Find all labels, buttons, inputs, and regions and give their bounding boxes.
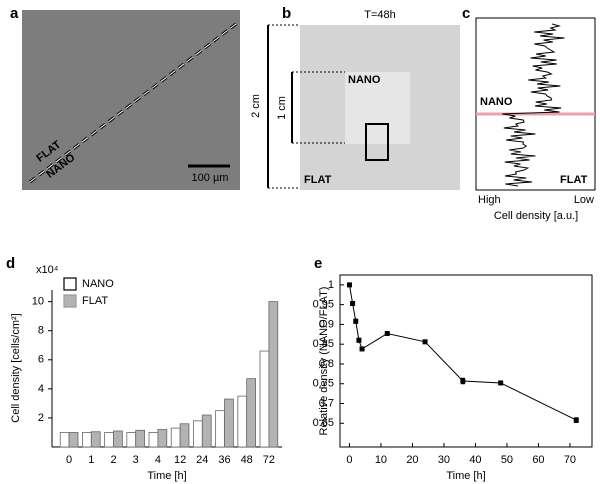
panel-label: d: [6, 255, 15, 272]
data-line: [348, 284, 577, 421]
bar: [268, 301, 279, 448]
bar: [68, 432, 79, 448]
x-tick-label: 10: [375, 454, 387, 466]
scale-label: 100 µm: [192, 172, 229, 184]
bar: [246, 378, 256, 448]
profile-frame: [475, 17, 596, 191]
y-tick-label: 0.9: [319, 318, 334, 330]
y-tick-label: 1: [328, 279, 334, 291]
x-axis-label: Time [h]: [147, 470, 186, 482]
bar: [179, 423, 190, 448]
y-tick-label: 0.75: [313, 378, 334, 390]
bar: [193, 420, 203, 448]
y-tick-label: 2: [38, 412, 44, 424]
y-tick-label: 4: [38, 383, 44, 395]
region-label: NANO: [348, 74, 381, 86]
x-tick-label: 60: [532, 454, 544, 466]
x-tick-label: 70: [564, 454, 576, 466]
data-point: [460, 378, 466, 384]
bar: [82, 432, 92, 448]
bar: [59, 432, 70, 448]
legend-swatch: [63, 277, 77, 291]
bar: [201, 414, 212, 448]
time-label: T=48h: [364, 9, 396, 21]
axis-end-label: Low: [574, 194, 594, 206]
x-tick-label: 36: [218, 454, 230, 466]
bar: [170, 427, 181, 448]
y-tick-label: 0.8: [319, 358, 334, 370]
x-tick-label: 30: [438, 454, 450, 466]
y-tick-label: 0.65: [313, 417, 334, 429]
panel-label: b: [282, 5, 291, 22]
x-tick-label: 3: [133, 454, 139, 466]
bar: [215, 410, 225, 448]
x-tick-label: 24: [196, 454, 208, 466]
y-tick-label: 6: [38, 354, 44, 366]
panel-label: c: [462, 5, 470, 22]
data-point: [359, 346, 365, 352]
x-tick-label: 48: [241, 454, 253, 466]
y-tick-label: 0.85: [313, 338, 334, 350]
plot-frame: [339, 274, 593, 448]
x-tick-label: 0: [66, 454, 72, 466]
data-point: [346, 282, 352, 288]
x-tick-label: 12: [174, 454, 186, 466]
y-tick-label: 0.7: [319, 397, 334, 409]
dimension-label: 2 cm: [250, 94, 262, 118]
axis-multiplier: x10⁴: [36, 264, 59, 276]
panel-label: a: [10, 5, 19, 22]
x-tick-label: 4: [155, 454, 161, 466]
y-tick-label: 0.95: [313, 299, 334, 311]
data-point: [422, 339, 428, 345]
bar: [237, 395, 248, 448]
roi: [365, 123, 389, 161]
y-axis-label: Relative density (NANO/FLAT): [318, 287, 330, 436]
density-trace: [502, 23, 565, 187]
bar: [126, 432, 137, 448]
bar: [135, 429, 145, 448]
bar: [104, 432, 114, 448]
bar: [90, 431, 101, 448]
y-tick-label: 10: [32, 296, 44, 308]
bar: [113, 430, 123, 448]
x-tick-label: 0: [346, 454, 352, 466]
axis-label: Cell density [a.u.]: [494, 210, 578, 222]
dimension-label: 1 cm: [276, 96, 288, 120]
data-point: [498, 380, 504, 386]
legend-label: FLAT: [82, 295, 108, 307]
bar: [148, 432, 159, 448]
data-point: [350, 300, 356, 306]
nano-region: [345, 72, 410, 144]
legend-label: NANO: [82, 278, 114, 290]
bar: [259, 350, 270, 448]
x-axis-label: Time [h]: [446, 470, 485, 482]
panel-label: e: [314, 255, 322, 272]
region-label: FLAT: [560, 174, 588, 186]
x-tick-label: 20: [406, 454, 418, 466]
data-point: [384, 331, 390, 337]
bar: [157, 429, 168, 448]
y-axis-label: Cell density [cells/cm²]: [10, 313, 22, 422]
axis-end-label: High: [478, 194, 501, 206]
x-tick-label: 40: [469, 454, 481, 466]
x-tick-label: 72: [263, 454, 275, 466]
x-tick-label: 2: [110, 454, 116, 466]
x-tick-label: 1: [88, 454, 94, 466]
data-point: [573, 417, 579, 423]
legend-swatch: [63, 294, 77, 308]
bar: [224, 398, 234, 448]
data-point: [356, 337, 362, 343]
x-tick-label: 50: [501, 454, 513, 466]
region-label: NANO: [480, 96, 513, 108]
y-tick-label: 8: [38, 325, 44, 337]
data-point: [353, 318, 359, 324]
region-label: FLAT: [304, 174, 332, 186]
